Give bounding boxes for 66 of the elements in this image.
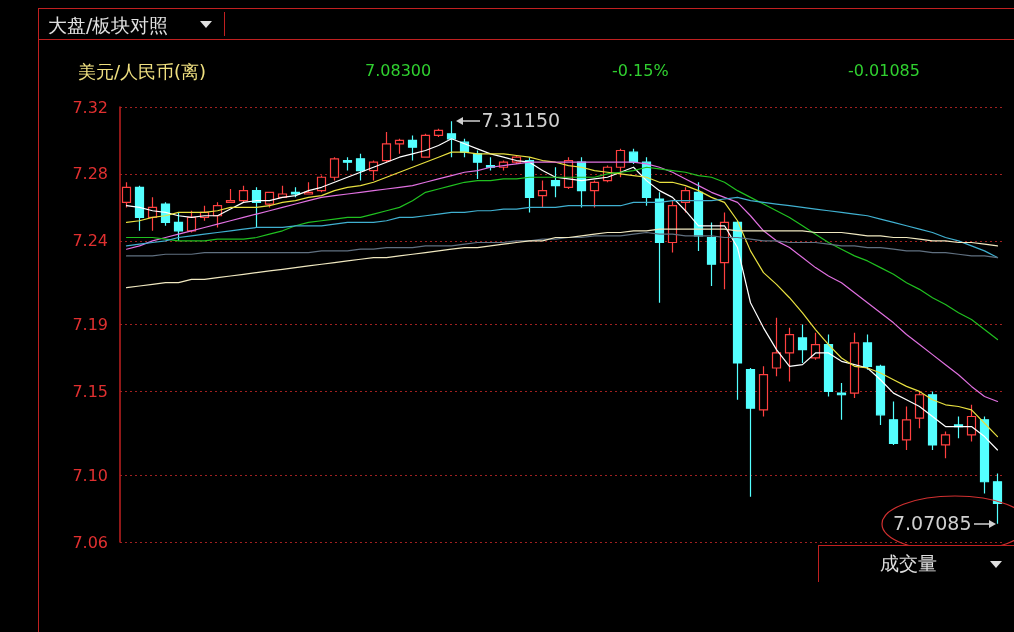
candlestick (342, 156, 353, 172)
text: -0.01085 (848, 61, 920, 80)
candlestick (771, 317, 782, 377)
candlestick (134, 185, 145, 232)
candlestick (758, 365, 769, 418)
candlestick (680, 186, 691, 213)
candlestick (862, 333, 873, 371)
annotation: 7.31150 (481, 109, 561, 132)
candlestick (940, 430, 951, 459)
y-tick-label: 7.15 (72, 381, 108, 401)
candlestick (823, 333, 834, 398)
text: -0.15% (612, 61, 669, 80)
candlestick (797, 323, 808, 364)
candlestick (524, 156, 535, 213)
y-tick-label: 7.32 (72, 97, 108, 117)
candlestick (420, 133, 431, 158)
candlestick (394, 138, 405, 155)
y-tick-label: 7.24 (72, 231, 108, 251)
candlestick (875, 364, 886, 426)
line-series (125, 196, 999, 259)
candlestick (277, 185, 288, 198)
candlestick (914, 390, 925, 429)
y-tick-label: 7.19 (72, 315, 108, 334)
candlestick (121, 181, 132, 208)
text: 7.08300 (365, 61, 432, 80)
candlestick (706, 221, 717, 287)
y-tick-label: 7.28 (72, 164, 108, 184)
candlestick (719, 211, 730, 290)
candlestick (966, 404, 977, 443)
candlestick (355, 153, 366, 182)
line-series (125, 161, 999, 403)
candlestick (628, 148, 639, 165)
candlestick (238, 185, 249, 203)
candlestick (329, 156, 340, 182)
candlestick (979, 415, 990, 495)
candlestick (667, 200, 678, 254)
candlestick (550, 166, 561, 198)
line-series (125, 231, 999, 259)
candlestick (290, 186, 301, 198)
candlestick (654, 191, 665, 304)
y-tick-label: 7.10 (72, 465, 108, 485)
candlestick (888, 400, 899, 446)
candlestick (589, 180, 600, 208)
candlestick (901, 405, 912, 451)
line-series (125, 228, 999, 289)
candlestick (251, 186, 262, 229)
candlestick (472, 149, 483, 180)
candlestick (784, 327, 795, 382)
line-series (125, 166, 999, 341)
candlestick (836, 382, 847, 421)
candlestick (732, 220, 743, 401)
text: 大盘/板块对照 (48, 13, 169, 38)
chart-title: 美元/人民币(离) (78, 60, 207, 84)
candlestick (407, 134, 418, 162)
candlestick (173, 211, 184, 242)
candlestick (927, 390, 938, 451)
annotation: 7.07085 (892, 511, 972, 534)
y-tick-label: 7.06 (72, 532, 108, 552)
candlestick (225, 188, 236, 203)
candlestick (849, 332, 860, 399)
candlestick (615, 148, 626, 178)
candlestick (537, 180, 548, 208)
candlestick (381, 131, 392, 163)
candlestick (745, 367, 756, 498)
text: 成交量 (880, 551, 937, 576)
candlestick (433, 128, 444, 138)
